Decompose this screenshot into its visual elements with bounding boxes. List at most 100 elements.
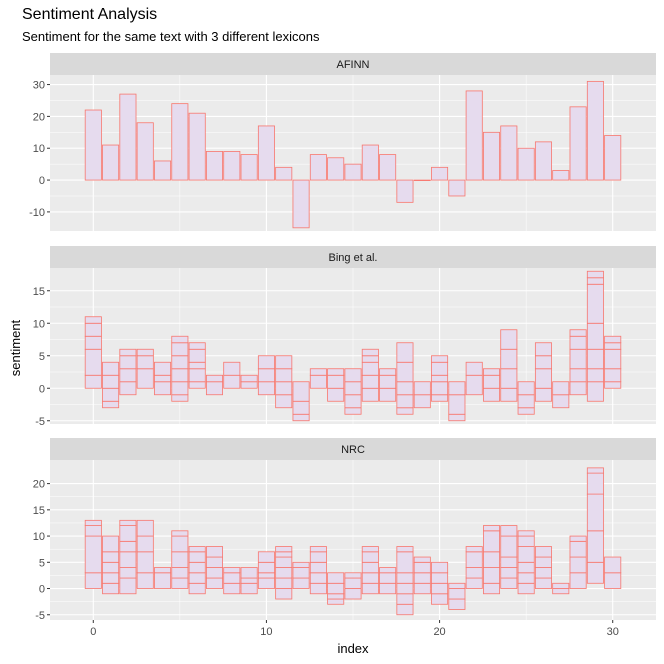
bar-segment [154,374,172,383]
bars-afinn [84,80,622,229]
panel-afinn: AFINN -10 0 10 20 30 [29,53,656,231]
bar-segment [327,374,345,389]
bar-segment [483,387,501,402]
bar-segment [205,567,223,579]
bar-segment [448,394,466,415]
bar-segment [188,582,206,595]
bar-segment [223,572,241,584]
bar-segment [102,561,120,574]
bar-segment [500,577,518,589]
y-tick-label: -10 [29,207,45,219]
bar-segment [257,125,275,181]
y-tick-label: 30 [33,80,45,92]
bar-segment [136,551,154,574]
y-tick-label: 5 [39,557,45,569]
panels-layer: AFINN -10 0 10 20 30 Bing et al. -5 0 5 10 15 NRC -5 0… [29,53,656,638]
bar-segment [257,561,275,574]
bar-segment [379,387,397,402]
bar-segment [257,355,275,370]
bar-segment [517,535,535,547]
facet-strip [50,438,656,460]
bar-segment [569,535,587,542]
bar-segment [586,348,604,370]
bar-segment [569,335,587,350]
bar-segment [552,170,570,181]
bar-segment [205,374,223,383]
bar-segment [379,374,397,389]
y-tick-label: -5 [35,610,45,622]
x-tick-label: 30 [607,626,619,638]
bar-segment [604,381,622,389]
bar-segment [171,551,189,568]
bar-segment [102,582,120,595]
bar-segment [534,141,552,181]
bar-segment [188,572,206,584]
bar-segment [483,551,501,568]
bar-segment [534,577,552,589]
bar-segment [500,525,518,537]
bar-segment [327,582,345,595]
bar-segment [552,394,570,409]
bar-segment [292,381,310,402]
bar-segment [257,551,275,563]
bar-segment [483,374,501,389]
bar-segment [344,407,362,415]
bar-segment [569,556,587,574]
bar-segment [500,387,518,402]
bar-segment [517,582,535,595]
bar-segment [275,588,293,600]
x-axis-title: index [337,641,369,656]
bar-segment [465,361,483,376]
bar-segment [483,582,501,595]
bar-segment [292,567,310,579]
bar-segment [396,546,414,553]
bar-segment [517,572,535,584]
bar-segment [396,407,414,415]
bar-segment [361,582,379,595]
bar-segment [102,400,120,409]
bar-segment [448,588,466,600]
bar-segment [396,179,414,203]
bar-segment [309,551,327,563]
bar-segment [483,131,501,181]
bar-segment [223,567,241,574]
bar-segment [569,348,587,370]
bar-segment [361,374,379,389]
bar-segment [275,368,293,383]
bar-segment [396,342,414,363]
bar-segment [483,368,501,376]
bar-segment [396,394,414,409]
bar-segment [396,551,414,574]
chart-title: Sentiment Analysis [22,6,158,23]
bar-segment [465,90,483,181]
bar-segment [136,368,154,389]
bar-segment [205,556,223,568]
bar-segment [154,361,172,376]
bar-segment [465,577,483,589]
bar-segment [257,381,275,396]
bar-segment [188,561,206,574]
bar-segment [500,556,518,568]
bar-segment [309,374,327,389]
y-tick-label: 15 [33,286,45,298]
bar-segment [465,374,483,396]
bar-segment [431,361,449,376]
bar-segment [171,342,189,357]
bar-segment [500,567,518,579]
bar-segment [604,368,622,383]
bar-segment [465,567,483,579]
bar-segment [327,572,345,584]
bar-segment [413,394,431,409]
bar-segment [517,561,535,574]
bar-segment [119,381,137,396]
bar-segment [534,387,552,402]
bar-segment [309,561,327,574]
bar-segment [431,355,449,363]
bar-segment [517,407,535,415]
bar-segment [586,270,604,279]
bar-segment [119,368,137,383]
bar-segment [102,572,120,584]
bar-segment [586,368,604,383]
bar-segment [534,355,552,370]
bar-segment [361,387,379,402]
